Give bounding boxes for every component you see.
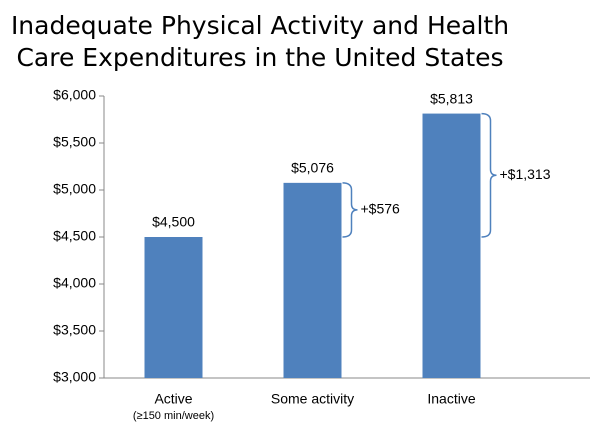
x-tick-label: Some activity [271,391,354,407]
y-tick-label: $4,500 [53,228,96,244]
value-label: $5,813 [430,90,473,106]
difference-label: +$1,313 [500,166,551,182]
difference-bracket [481,112,497,238]
value-label: $5,076 [291,160,334,176]
y-tick-label: $4,000 [53,275,96,291]
value-label: $4,500 [152,214,195,230]
y-tick-label: $3,500 [53,322,96,338]
difference-bracket [342,182,358,238]
y-tick-label: $3,000 [53,369,96,385]
x-tick-label: Inactive [427,391,475,407]
bar [144,237,203,378]
x-tick-label: Active [154,391,192,407]
bar [283,182,342,378]
y-tick-label: $6,000 [53,87,96,103]
difference-label: +$576 [361,201,401,217]
chart-title: Inadequate Physical Activity and Health … [10,11,510,72]
y-tick-label: $5,500 [53,134,96,150]
x-tick-sublabel: (≥150 min/week) [133,410,214,422]
y-tick-label: $5,000 [53,181,96,197]
bar [422,113,481,378]
